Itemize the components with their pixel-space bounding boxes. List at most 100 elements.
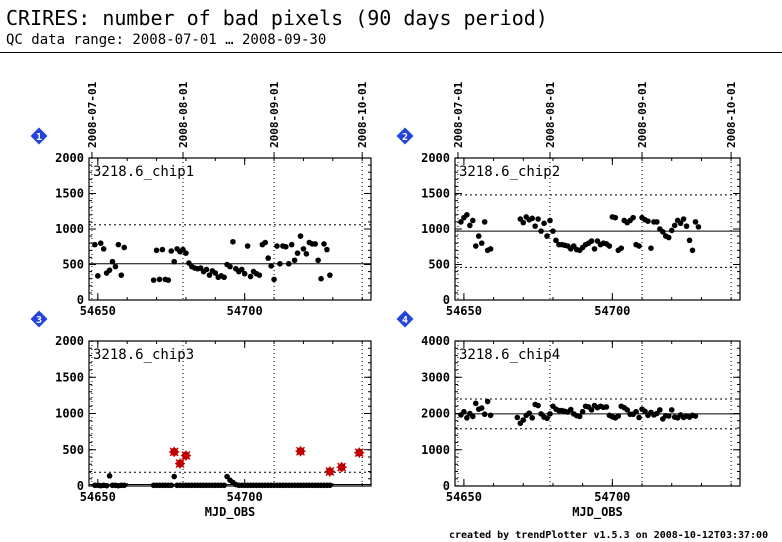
data-point <box>470 413 476 420</box>
data-point <box>212 270 219 276</box>
data-point <box>535 402 541 409</box>
y-tick-label: 1500 <box>421 187 450 201</box>
data-point <box>458 219 464 225</box>
data-point <box>327 272 333 278</box>
data-point <box>230 238 236 245</box>
data-point <box>256 272 263 278</box>
data-point <box>156 276 163 283</box>
data-point <box>520 219 527 226</box>
data-point <box>553 237 559 244</box>
data-point <box>92 241 98 248</box>
data-point <box>303 251 310 257</box>
date-label: 2008-10-01 <box>725 81 738 148</box>
data-point <box>165 277 172 283</box>
data-point <box>268 263 274 269</box>
data-point <box>467 222 473 229</box>
data-point <box>271 276 277 283</box>
data-point <box>206 272 213 278</box>
data-point <box>150 277 157 283</box>
panel-label: 3218.6_chip4 <box>459 347 560 363</box>
panel-label: 3218.6_chip3 <box>93 347 194 363</box>
y-tick-label: 0 <box>77 293 84 307</box>
data-point <box>606 243 613 249</box>
data-point <box>487 412 494 419</box>
data-point <box>277 260 283 267</box>
data-point <box>478 405 485 411</box>
data-point <box>576 413 583 420</box>
y-tick-label: 2000 <box>421 151 450 165</box>
panel-badge-number: 1 <box>36 132 42 143</box>
outlier-marker <box>336 462 347 473</box>
data-point <box>692 413 699 419</box>
data-point <box>285 260 292 267</box>
data-point <box>168 482 175 489</box>
panel-badge-number: 2 <box>402 132 408 143</box>
data-point <box>321 241 327 247</box>
data-point <box>588 407 595 413</box>
outlier-marker <box>324 466 335 477</box>
date-label: 2008-09-01 <box>268 81 281 148</box>
plot-panel-1: 2008-07-01 2008-08-01 2008-09-01 2008-10-01… <box>30 81 372 318</box>
panel-label: 3218.6_chip2 <box>459 164 560 180</box>
date-label: 2008-08-01 <box>177 81 190 148</box>
data-point <box>159 246 166 253</box>
x-tick-label: 54650 <box>80 304 116 318</box>
data-point <box>288 241 295 248</box>
y-tick-label: 500 <box>62 443 84 457</box>
data-point <box>244 243 251 249</box>
y-tick-label: 1000 <box>55 222 84 236</box>
header-divider <box>0 52 782 53</box>
data-point <box>615 413 622 419</box>
data-point <box>247 273 254 280</box>
y-tick-label: 3000 <box>421 370 450 384</box>
data-point <box>642 408 648 415</box>
data-point <box>544 415 550 422</box>
panel-badge-number: 3 <box>36 315 42 326</box>
data-point <box>478 240 485 246</box>
data-point <box>475 233 482 239</box>
data-point <box>171 473 177 480</box>
data-point <box>481 411 488 418</box>
data-point <box>121 482 128 489</box>
panel-badge <box>396 310 414 328</box>
data-point <box>183 250 189 256</box>
x-tick-label: 54650 <box>80 490 116 504</box>
data-point <box>312 241 318 247</box>
data-point <box>526 410 533 416</box>
panel-badge <box>396 127 414 145</box>
data-point <box>262 239 269 246</box>
y-tick-label: 2000 <box>55 334 84 348</box>
data-point <box>291 257 298 264</box>
data-point <box>327 482 333 489</box>
data-point <box>633 408 639 415</box>
y-tick-label: 0 <box>443 293 450 307</box>
data-point <box>265 255 271 261</box>
date-label: 2008-08-01 <box>544 81 557 148</box>
y-tick-label: 1500 <box>55 370 84 384</box>
data-point <box>106 473 113 479</box>
date-label: 2008-07-01 <box>86 81 99 148</box>
data-point <box>464 212 470 218</box>
x-tick-label: 54700 <box>594 304 630 318</box>
data-point <box>618 245 625 251</box>
footer-credit: created by trendPlotter v1.5.3 on 2008-1… <box>449 530 769 541</box>
data-point <box>624 407 630 413</box>
data-point <box>520 417 527 423</box>
plot-panel-2: 2008-07-01 2008-08-01 2008-09-01 2008-10-01… <box>396 81 741 318</box>
data-point <box>238 266 245 273</box>
data-point <box>665 413 672 419</box>
data-point <box>657 407 663 413</box>
data-point <box>484 398 491 405</box>
data-point <box>668 227 675 234</box>
data-point <box>654 219 660 225</box>
data-point <box>686 237 693 244</box>
y-tick-label: 2000 <box>421 407 450 421</box>
data-point <box>470 217 476 224</box>
y-tick-label: 500 <box>428 258 450 272</box>
data-point <box>636 243 642 249</box>
y-tick-label: 1000 <box>421 443 450 457</box>
data-point <box>153 247 160 254</box>
data-point <box>547 217 553 224</box>
y-tick-label: 500 <box>62 258 84 272</box>
